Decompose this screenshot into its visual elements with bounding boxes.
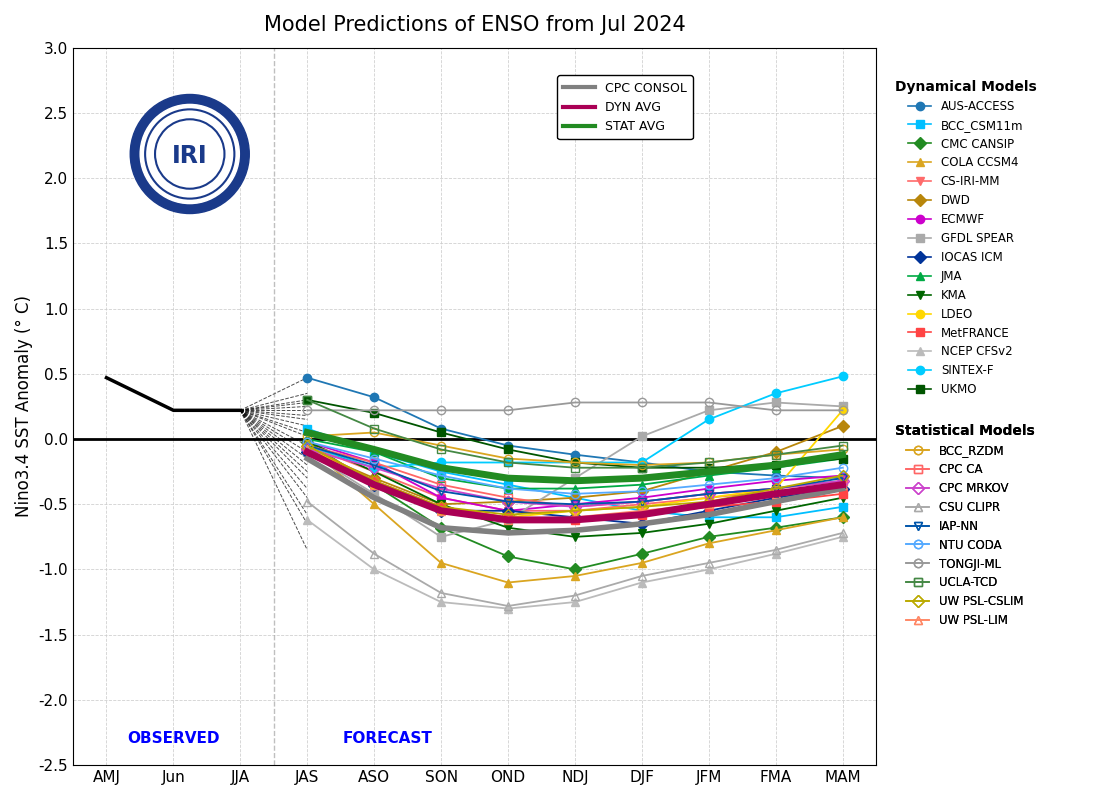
Circle shape bbox=[130, 94, 250, 214]
Text: FORECAST: FORECAST bbox=[342, 730, 432, 746]
Title: Model Predictions of ENSO from Jul 2024: Model Predictions of ENSO from Jul 2024 bbox=[264, 15, 685, 35]
Legend: BCC_RZDM, CPC CA, CPC MRKOV, CSU CLIPR, IAP-NN, NTU CODA, TONGJI-ML, UCLA-TCD, U: BCC_RZDM, CPC CA, CPC MRKOV, CSU CLIPR, … bbox=[890, 419, 1040, 632]
Circle shape bbox=[140, 104, 240, 204]
Text: OBSERVED: OBSERVED bbox=[128, 730, 220, 746]
Text: IRI: IRI bbox=[172, 145, 208, 169]
Y-axis label: Nino3.4 SST Anomaly (° C): Nino3.4 SST Anomaly (° C) bbox=[15, 295, 33, 518]
